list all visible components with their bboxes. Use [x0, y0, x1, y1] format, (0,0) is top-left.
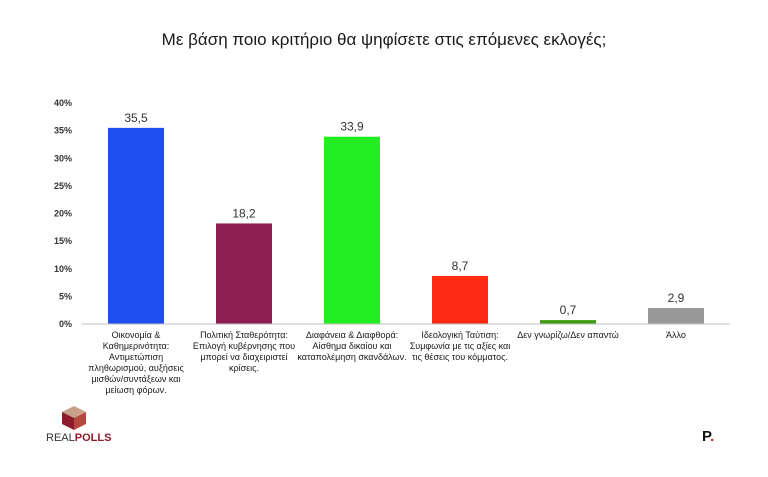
bar: [432, 275, 488, 324]
publisher-logo-dot: .: [710, 428, 715, 445]
logo-text-real: REAL: [46, 432, 75, 444]
y-axis: 0% 5% 10% 15% 20% 25% 30% 35% 40%: [54, 98, 72, 329]
bars: 35,5 18,2 33,9 8,7 0,7 2,9: [108, 111, 704, 324]
bar-chart: 0% 5% 10% 15% 20% 25% 30% 35% 40% 35,5 18,2 33,9 8,…: [54, 98, 730, 329]
y-tick-label: 20%: [54, 209, 72, 219]
y-tick-label: 15%: [54, 236, 72, 246]
category-label: Άλλο: [666, 330, 686, 340]
bar: [540, 320, 596, 324]
category-label: Πολιτική Σταθερότητα: Επιλογή κυβέρνησης…: [192, 330, 296, 373]
realpolls-logo-icon: [62, 406, 86, 430]
data-label: 2,9: [668, 291, 685, 305]
category-label: Οικονομία & Καθημερινότητα: Αντιμετώπιση…: [88, 330, 184, 395]
y-tick-label: 25%: [54, 181, 72, 191]
data-label: 8,7: [452, 259, 469, 273]
bar: [324, 136, 380, 324]
y-tick-label: 40%: [54, 98, 72, 108]
y-tick-label: 5%: [59, 291, 72, 301]
category-label: Δεν γνωρίζω/Δεν απαντώ: [517, 330, 619, 340]
bar: [216, 223, 272, 324]
data-label: 35,5: [124, 111, 148, 125]
y-tick-label: 30%: [54, 153, 72, 163]
chart-title: Με βάση ποιο κριτήριο θα ψηφίσετε στις ε…: [161, 30, 607, 49]
data-label: 18,2: [232, 206, 256, 220]
logo-text-polls: POLLS: [74, 432, 112, 444]
realpolls-logo-text: REALPOLLS: [46, 432, 111, 444]
y-tick-label: 0%: [59, 319, 72, 329]
y-tick-label: 10%: [54, 264, 72, 274]
bar: [108, 127, 164, 324]
data-label: 33,9: [340, 120, 364, 134]
category-label: Ιδεολογική Ταύτιση: Συμφωνία με τις αξίε…: [409, 330, 511, 362]
publisher-logo: P.: [702, 428, 714, 445]
bar: [648, 307, 704, 324]
data-label: 0,7: [560, 303, 577, 317]
y-tick-label: 35%: [54, 126, 72, 136]
category-label: Διαφάνεια & Διαφθορά: Αίσθημα δικαίου κα…: [297, 330, 407, 362]
publisher-logo-letter: P: [702, 428, 711, 445]
